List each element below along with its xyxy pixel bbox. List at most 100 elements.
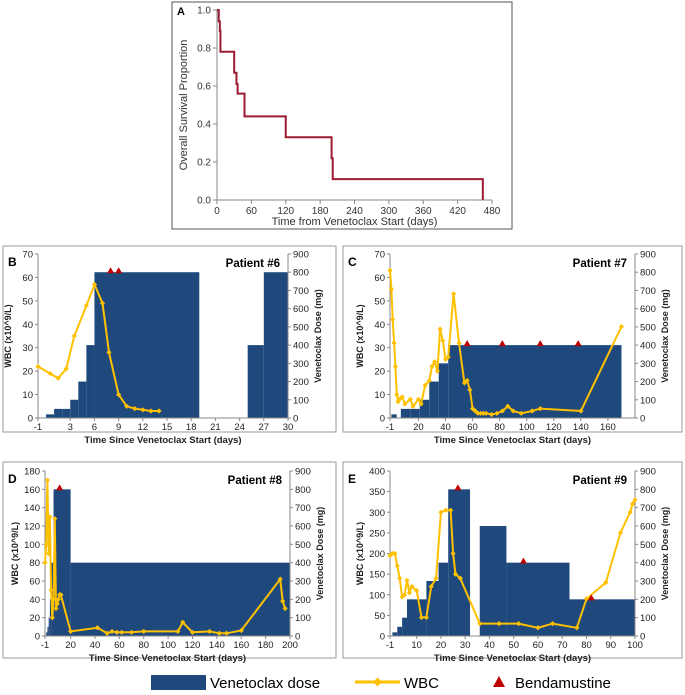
- y2-tick-label: 200: [640, 595, 656, 606]
- wbc-point: [414, 588, 420, 594]
- wbc-point: [440, 338, 446, 344]
- panel-a: 0.0 0.2 0.4 0.6 0.8 1.0 0 60 120 180 240 300 360 420 4…: [177, 6, 501, 229]
- x-tick-label: 40: [484, 640, 495, 651]
- x-tick-label: 80: [494, 422, 505, 433]
- wbc-point: [535, 625, 541, 631]
- wbc-point: [402, 401, 408, 407]
- wbc-point: [407, 396, 413, 402]
- wbc-point: [496, 621, 502, 627]
- y2-tick-label: 300: [295, 577, 311, 588]
- wbc-point: [443, 507, 449, 513]
- legend-benda-label: Bendamustine: [515, 675, 611, 692]
- wbc-point: [418, 401, 424, 407]
- x-tick-label: 60: [533, 640, 544, 651]
- dose-bar: [46, 632, 48, 636]
- x-tick-label: 60: [467, 422, 478, 433]
- bendamustine-marker: [463, 340, 471, 347]
- y2-tick-label: 500: [640, 322, 656, 333]
- x-tick-label: 240: [346, 206, 363, 217]
- wbc-point: [44, 477, 51, 483]
- y-tick-label: 200: [369, 549, 385, 560]
- wbc-point: [537, 406, 543, 412]
- y2-tick-label: 300: [640, 359, 656, 370]
- wbc-point: [505, 403, 511, 409]
- y2-tick-label: 400: [295, 558, 311, 569]
- dose-bar: [94, 272, 200, 418]
- legend-wbc-label: WBC: [404, 675, 439, 692]
- dose-bar: [438, 363, 449, 418]
- x-tick-label: 20: [413, 422, 424, 433]
- y2-tick-label: 100: [640, 613, 656, 624]
- wbc-point: [35, 363, 41, 370]
- y-tick-label: 350: [369, 487, 385, 498]
- x-axis-title: Time Since Venetoclax Start (days): [89, 653, 246, 664]
- wbc-point: [52, 516, 58, 522]
- dose-bar: [247, 345, 264, 418]
- x-axis-title: Time Since Venetoclax Start (days): [434, 435, 591, 446]
- y2-tick-label: 0: [295, 632, 300, 643]
- panel-d: 0 20 40 60 80 100 120 140 160 180 0 100 200 300 400 500…: [8, 467, 325, 665]
- x-tick-label: 3: [68, 422, 73, 433]
- panel-label: C: [348, 255, 357, 269]
- dose-bar: [391, 414, 397, 418]
- wbc-point: [388, 286, 394, 292]
- y2-tick-label: 100: [293, 395, 309, 406]
- wbc-point: [445, 354, 451, 360]
- dose-bar: [400, 408, 411, 418]
- y-tick-label: 30: [22, 343, 33, 354]
- wbc-point: [574, 625, 580, 631]
- wbc-point: [432, 359, 438, 365]
- y2-tick-label: 800: [640, 268, 656, 279]
- wbc-point: [50, 596, 57, 602]
- wbc-point: [216, 630, 222, 636]
- y-tick-label: 0.4: [197, 120, 211, 131]
- x-tick-label: 80: [138, 640, 149, 651]
- x-tick-label: 60: [114, 640, 125, 651]
- wbc-point: [132, 406, 138, 412]
- wbc-point: [67, 628, 74, 635]
- y-tick-label: 0.8: [197, 44, 211, 55]
- wbc-point: [406, 590, 413, 596]
- legend-dose-label: Venetoclax dose: [210, 675, 320, 692]
- x-tick-label: 140: [209, 640, 225, 651]
- x-tick-label: 140: [573, 422, 589, 433]
- y-tick-label: 40: [22, 320, 33, 331]
- y2-tick-label: 300: [293, 359, 309, 370]
- y-tick-label: 60: [22, 273, 33, 284]
- panel-a-frame: [171, 1, 513, 230]
- bendamustine-marker: [115, 267, 123, 274]
- wbc-point: [418, 614, 425, 621]
- dose-bar: [448, 345, 622, 418]
- y-tick-label: 50: [374, 296, 385, 307]
- wbc-point: [494, 410, 500, 416]
- wbc-point: [410, 403, 416, 409]
- wbc-point: [189, 629, 196, 635]
- bendamustine-marker: [56, 484, 64, 491]
- x-tick-label: 50: [508, 640, 519, 651]
- legend-wbc-marker: [373, 677, 382, 687]
- wbc-point: [549, 621, 556, 627]
- y-tick-label: 100: [369, 590, 385, 601]
- y2-tick-label: 600: [295, 522, 311, 533]
- dose-bar: [78, 381, 87, 418]
- x-tick-label: -1: [41, 640, 49, 651]
- dose-bar: [406, 599, 427, 636]
- dose-bar: [438, 562, 449, 636]
- y-tick-label: 120: [24, 522, 40, 533]
- y2-axis-title: Venetoclax Dose (mg): [660, 507, 670, 601]
- wbc-point: [434, 368, 440, 374]
- wbc-point: [629, 501, 636, 507]
- wbc-point: [475, 410, 481, 416]
- y-tick-label: 50: [22, 296, 33, 307]
- dose-bar: [410, 408, 420, 418]
- y-tick-label: 10: [374, 390, 385, 401]
- wbc-point: [47, 370, 53, 377]
- x-tick-label: 100: [627, 640, 643, 651]
- x-axis-title: Time Since Venetoclax Start (days): [84, 435, 241, 446]
- x-tick-label: 360: [415, 206, 432, 217]
- y-tick-label: 160: [24, 485, 40, 496]
- y-tick-label: 150: [369, 570, 385, 581]
- dose-bar: [448, 489, 471, 636]
- panel-e: 0501001502002503003504000100200300400500…: [348, 467, 670, 665]
